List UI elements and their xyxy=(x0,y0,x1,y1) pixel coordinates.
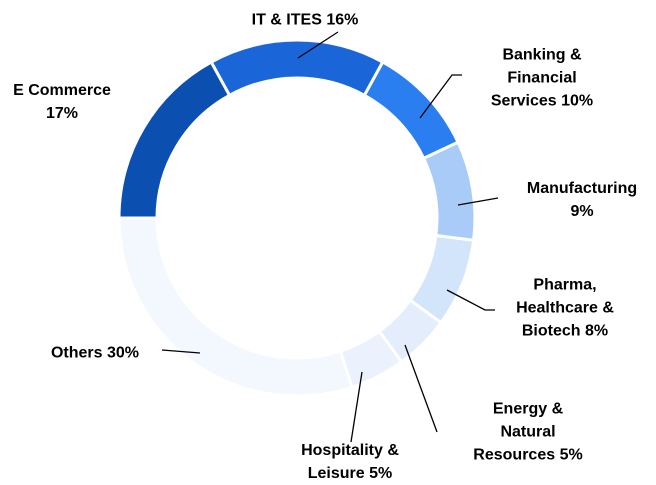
leader-line xyxy=(419,74,462,119)
category-name: IT & ITES xyxy=(251,11,322,29)
donut-segment xyxy=(117,216,354,398)
segment-label: Banking & Financial Services 10% xyxy=(483,44,601,113)
leader-line xyxy=(161,349,201,354)
category-name: Pharma, Healthcare & Biotech xyxy=(516,276,614,340)
leader-line xyxy=(350,371,363,443)
value-label: 5% xyxy=(559,446,583,464)
value-label: 5% xyxy=(369,465,393,482)
value-label: 10% xyxy=(561,92,594,110)
category-name: Manufacturing xyxy=(526,180,638,197)
donut-segment xyxy=(362,59,461,161)
segment-label: Others 30% xyxy=(20,342,170,365)
value-label: 17% xyxy=(45,105,79,122)
donut-segment xyxy=(209,38,385,98)
segment-label: Energy & Natural Resources 5% xyxy=(464,398,592,467)
category-name: Energy & Natural Resources xyxy=(473,400,564,464)
donut-segment xyxy=(421,140,477,242)
segment-label: Pharma, Healthcare & Biotech 8% xyxy=(501,274,629,343)
leader-line xyxy=(404,344,438,433)
category-name: E Commerce xyxy=(13,82,111,99)
segment-label: Hospitality & Leisure 5% xyxy=(286,439,414,485)
leader-line xyxy=(457,197,499,206)
donut-segment xyxy=(117,59,232,220)
value-label: 8% xyxy=(585,322,609,340)
value-label: 9% xyxy=(570,203,594,220)
leader-line xyxy=(446,289,495,311)
segment-label: E Commerce 17% xyxy=(5,79,120,125)
category-name: Others xyxy=(50,344,103,362)
leader-line xyxy=(297,31,339,59)
segment-label: Manufacturing 9% xyxy=(516,177,648,223)
value-label: 16% xyxy=(326,11,359,29)
category-name: Banking & Financial Services xyxy=(490,46,582,110)
value-label: 30% xyxy=(107,344,140,362)
category-name: Hospitality & Leisure xyxy=(301,442,399,482)
segment-label: IT & ITES 16% xyxy=(205,9,405,32)
